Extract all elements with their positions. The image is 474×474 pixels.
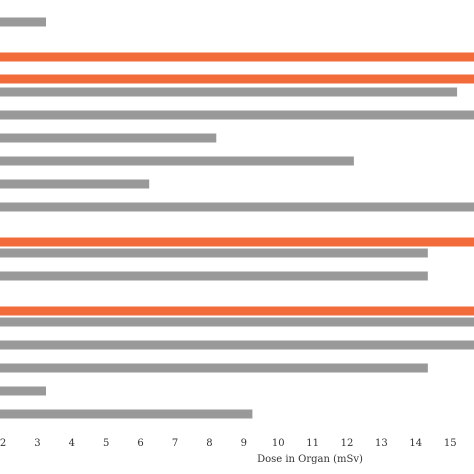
x-tick-label-12: 12: [341, 438, 354, 449]
bar-6: [0, 133, 217, 143]
x-tick-label-3: 3: [34, 438, 40, 449]
bar-5: [0, 110, 474, 120]
bar-8: [0, 179, 150, 189]
x-tick-label-9: 9: [241, 438, 247, 449]
x-tick-labels: 2 3 4 5 6 7 8 9 10 11 12 13 14 15: [0, 438, 457, 449]
x-tick-label-11: 11: [306, 438, 319, 449]
x-tick-label-14: 14: [409, 438, 422, 449]
bar-3: [0, 74, 474, 84]
bar-13: [0, 306, 474, 316]
x-axis-title: Dose in Organ (mSv): [257, 454, 363, 465]
x-tick-label-13: 13: [375, 438, 388, 449]
bar-17: [0, 386, 46, 396]
bar-7: [0, 156, 354, 166]
x-tick-label-10: 10: [272, 438, 285, 449]
bar-11: [0, 248, 428, 258]
x-tick-label-7: 7: [172, 438, 178, 449]
bar-1: [0, 17, 46, 27]
x-tick-label-6: 6: [137, 438, 143, 449]
bar-12: [0, 271, 428, 281]
bar-14: [0, 317, 474, 327]
bar-18: [0, 409, 253, 419]
bars-group: [0, 17, 474, 419]
bar-15: [0, 340, 474, 350]
x-tick-label-8: 8: [206, 438, 212, 449]
x-tick-label-5: 5: [103, 438, 109, 449]
x-tick-label-2: 2: [0, 438, 6, 449]
bar-10: [0, 237, 474, 247]
x-tick-label-15: 15: [444, 438, 457, 449]
x-tick-label-4: 4: [69, 438, 75, 449]
bar-9: [0, 202, 474, 212]
bar-16: [0, 363, 428, 373]
bar-4: [0, 87, 458, 97]
bar-2: [0, 52, 474, 62]
